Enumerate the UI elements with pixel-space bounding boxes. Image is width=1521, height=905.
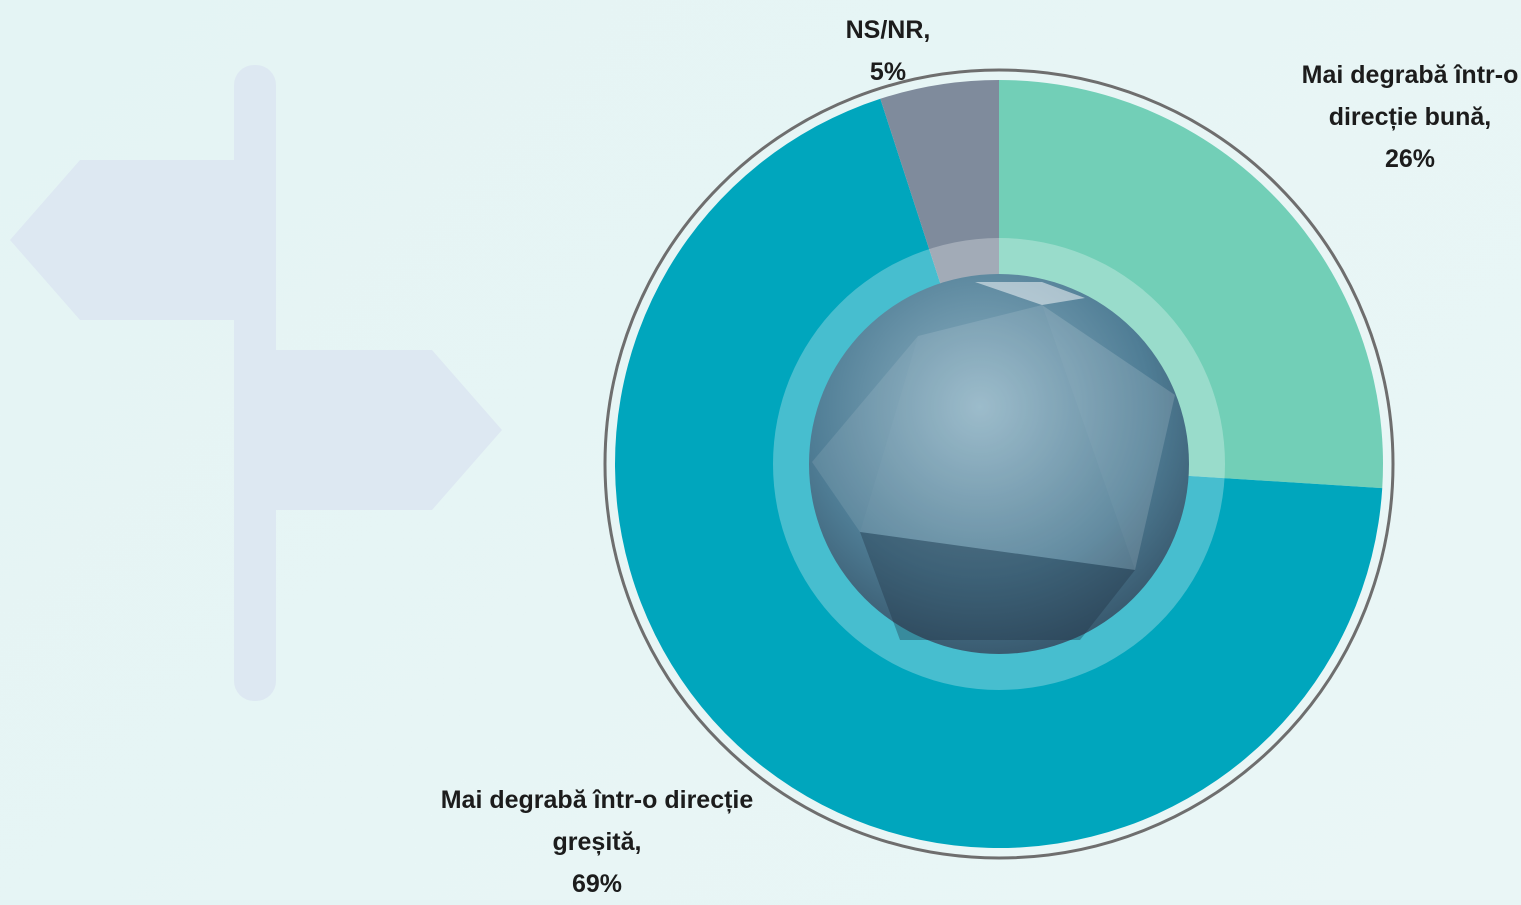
label-category: Mai degrabă într-o direcție bună, — [1301, 61, 1519, 131]
label-value: 69% — [571, 870, 623, 898]
label-value: 5% — [869, 58, 907, 86]
data-label: Mai degrabă într-o direcție bună, 26% — [1295, 54, 1521, 180]
gem-facets — [812, 282, 1175, 640]
data-label: Mai degrabă într-o direcție greșită, 69% — [437, 779, 757, 905]
center-gem — [809, 274, 1189, 654]
outer-ring — [603, 68, 1395, 860]
signpost — [10, 65, 502, 701]
data-label: NS/NR, 5% — [818, 9, 958, 93]
label-category: Mai degrabă într-o direcție greșită, — [440, 786, 754, 856]
label-category: NS/NR, — [845, 16, 931, 44]
label-value: 26% — [1384, 145, 1436, 173]
